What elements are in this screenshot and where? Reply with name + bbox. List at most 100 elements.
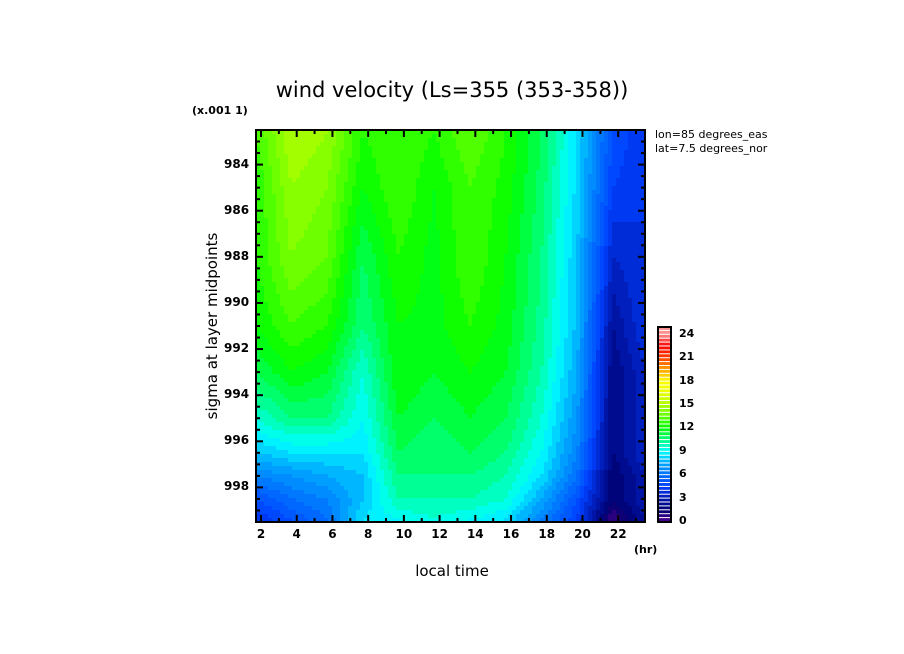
contour-cell <box>360 330 365 335</box>
contour-cell <box>420 258 425 263</box>
contour-cell <box>300 270 305 275</box>
contour-cell <box>380 358 385 363</box>
contour-cell <box>368 230 373 235</box>
contour-cell <box>300 422 305 427</box>
contour-cell <box>392 494 397 499</box>
contour-cell <box>416 174 421 179</box>
contour-cell <box>272 314 277 319</box>
contour-cell <box>452 442 457 447</box>
contour-cell <box>384 486 389 491</box>
contour-cell <box>372 142 377 147</box>
contour-cell <box>284 202 289 207</box>
contour-cell <box>444 178 449 183</box>
contour-cell <box>304 294 309 299</box>
contour-cell <box>408 290 413 295</box>
contour-cell <box>428 478 433 483</box>
contour-cell <box>444 170 449 175</box>
contour-cell <box>352 174 357 179</box>
contour-cell <box>424 390 429 395</box>
contour-cell <box>404 174 409 179</box>
contour-cell <box>324 158 329 163</box>
contour-cell <box>280 358 285 363</box>
contour-cell <box>292 370 297 375</box>
contour-cell <box>400 354 405 359</box>
contour-cell <box>448 374 453 379</box>
contour-cell <box>372 134 377 139</box>
contour-cell <box>336 214 341 219</box>
contour-cell <box>308 414 313 419</box>
contour-cell <box>344 510 349 515</box>
contour-cell <box>308 174 313 179</box>
contour-cell <box>296 410 301 415</box>
contour-cell <box>316 298 321 303</box>
contour-cell <box>420 238 425 243</box>
contour-cell <box>420 294 425 299</box>
contour-cell <box>340 438 345 443</box>
contour-cell <box>316 190 321 195</box>
contour-cell <box>292 182 297 187</box>
contour-cell <box>256 438 261 443</box>
contour-cell <box>356 214 361 219</box>
contour-cell <box>280 234 285 239</box>
contour-cell <box>412 410 417 415</box>
contour-cell <box>420 182 425 187</box>
contour-cell <box>292 402 297 407</box>
contour-cell <box>376 406 381 411</box>
contour-cell <box>404 346 409 351</box>
contour-cell <box>436 434 441 439</box>
contour-cell <box>300 210 305 215</box>
contour-cell <box>280 418 285 423</box>
contour-cell <box>328 322 333 327</box>
contour-cell <box>368 438 373 443</box>
contour-cell <box>308 214 313 219</box>
contour-cell <box>356 398 361 403</box>
contour-cell <box>380 226 385 231</box>
contour-cell <box>408 266 413 271</box>
contour-cell <box>336 310 341 315</box>
contour-cell <box>296 490 301 495</box>
contour-cell <box>432 302 437 307</box>
contour-cell <box>320 310 325 315</box>
contour-cell <box>392 318 397 323</box>
contour-cell <box>272 242 277 247</box>
contour-cell <box>300 346 305 351</box>
contour-cell <box>368 482 373 487</box>
contour-cell <box>444 350 449 355</box>
contour-cell <box>348 290 353 295</box>
contour-cell <box>344 342 349 347</box>
contour-cell <box>316 146 321 151</box>
contour-cell <box>404 514 409 519</box>
contour-cell <box>364 154 369 159</box>
contour-cell <box>276 202 281 207</box>
contour-cell <box>436 250 441 255</box>
contour-cell <box>284 410 289 415</box>
contour-cell <box>292 270 297 275</box>
contour-cell <box>284 286 289 291</box>
contour-cell <box>320 214 325 219</box>
contour-cell <box>268 178 273 183</box>
contour-cell <box>408 314 413 319</box>
contour-cell <box>392 230 397 235</box>
contour-cell <box>264 238 269 243</box>
contour-cell <box>428 266 433 271</box>
contour-cell <box>280 410 285 415</box>
contour-cell <box>304 334 309 339</box>
contour-cell <box>296 146 301 151</box>
contour-cell <box>436 338 441 343</box>
contour-cell <box>432 506 437 511</box>
contour-cell <box>440 158 445 163</box>
contour-cell <box>444 370 449 375</box>
contour-cell <box>312 354 317 359</box>
contour-cell <box>332 338 337 343</box>
contour-cell <box>336 146 341 151</box>
contour-cell <box>260 302 265 307</box>
contour-cell <box>368 366 373 371</box>
contour-cell <box>408 218 413 223</box>
contour-cell <box>456 350 461 355</box>
contour-cell <box>444 186 449 191</box>
contour-cell <box>436 466 441 471</box>
contour-cell <box>388 390 393 395</box>
contour-cell <box>284 362 289 367</box>
contour-cell <box>444 406 449 411</box>
